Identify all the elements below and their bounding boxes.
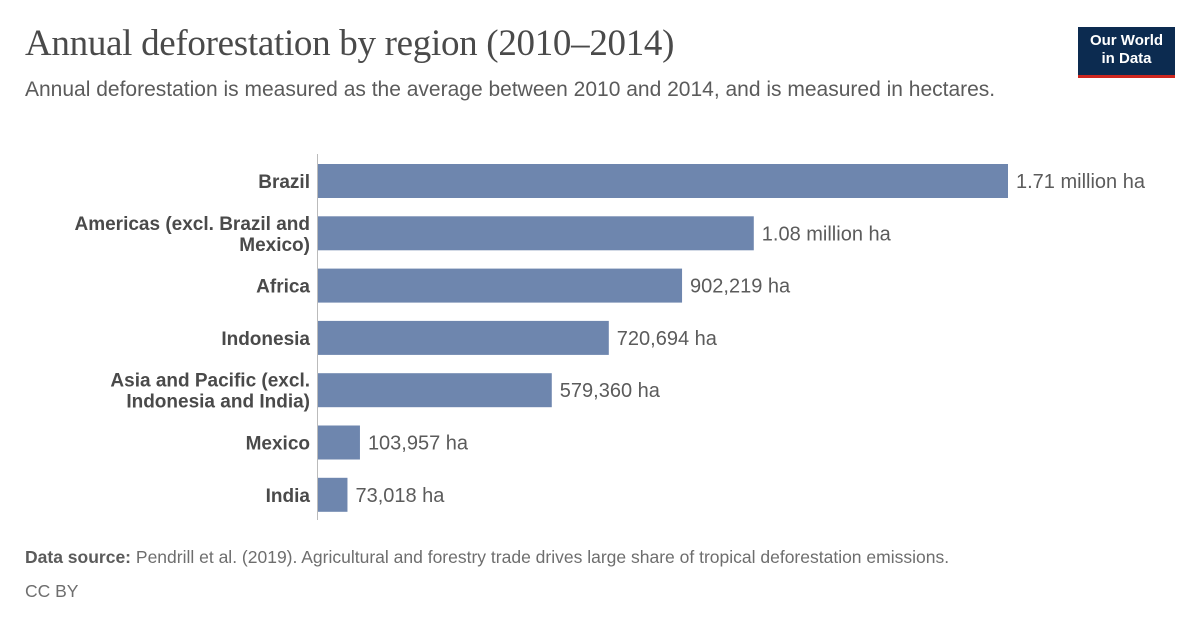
category-label-line: Americas (excl. Brazil and: [75, 214, 311, 235]
category-label-line: Asia and Pacific (excl.: [110, 371, 310, 392]
data-source-label: Data source:: [25, 547, 132, 567]
category-label: Brazil: [258, 172, 310, 193]
category-label: Indonesia: [221, 329, 310, 350]
bar[interactable]: [318, 320, 609, 355]
data-source-text[interactable]: Pendrill et al. (2019). Agricultural and…: [135, 547, 950, 567]
category-label-line: Indonesia: [221, 329, 310, 350]
bar[interactable]: [318, 425, 360, 460]
data-source: Data source: Pendrill et al. (2019). Agr…: [25, 547, 1175, 568]
value-label: 103,957 ha: [368, 433, 469, 455]
category-label: Mexico: [246, 434, 310, 455]
category-label-line: Brazil: [258, 172, 310, 193]
bar[interactable]: [318, 477, 348, 512]
value-label: 1.71 million ha: [1016, 171, 1146, 193]
value-label: 1.08 million ha: [762, 223, 892, 245]
chart-subtitle: Annual deforestation is measured as the …: [25, 78, 996, 101]
bar-chart: 1.71 million ha Brazil 1.08 million ha Amer…: [75, 154, 1146, 520]
value-label: 579,360 ha: [560, 380, 661, 402]
owid-logo[interactable]: Our World in Data: [1078, 27, 1175, 78]
category-label-line: Africa: [256, 277, 310, 298]
license[interactable]: CC BY: [25, 581, 79, 601]
category-label: India: [266, 486, 311, 507]
logo-line-1: Our World: [1089, 32, 1164, 49]
category-label: Africa: [256, 277, 310, 298]
category-label-line: Mexico: [246, 434, 310, 455]
category-label: Asia and Pacific (excl. Indonesia and Ind…: [110, 371, 310, 413]
bar[interactable]: [318, 216, 754, 251]
value-label: 73,018 ha: [355, 485, 445, 507]
bar[interactable]: [318, 164, 1008, 198]
chart-title: Annual deforestation by region (2010–201…: [25, 23, 675, 64]
category-label: Americas (excl. Brazil and Mexico): [75, 214, 311, 256]
bar[interactable]: [318, 373, 552, 408]
category-label-line: Mexico): [239, 235, 310, 256]
category-label-line: India: [266, 486, 311, 507]
logo-line-2: in Data: [1101, 50, 1152, 67]
value-label: 902,219 ha: [690, 276, 791, 298]
category-label-line: Indonesia and India): [126, 392, 310, 413]
logo-accent-bar: [1078, 75, 1175, 78]
value-label: 720,694 ha: [617, 328, 718, 350]
bar[interactable]: [318, 268, 683, 303]
